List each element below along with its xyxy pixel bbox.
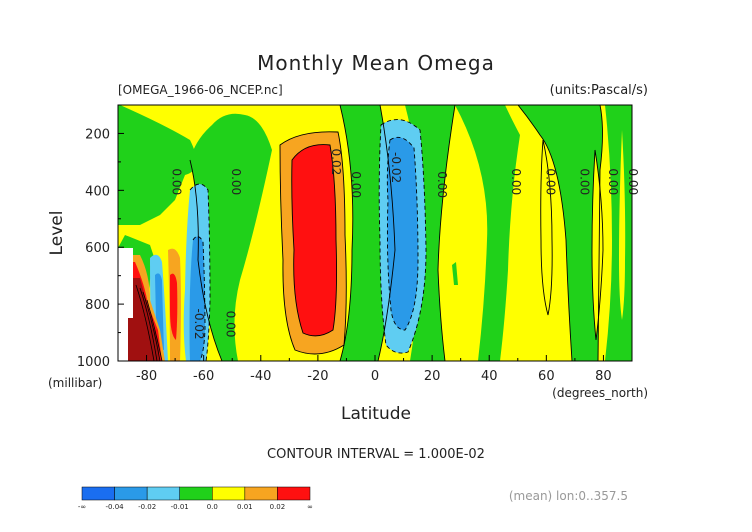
colorbar-label: 0.02 xyxy=(270,503,286,511)
y-tick-label: 800 xyxy=(85,298,110,313)
contour-label: 0.02 xyxy=(329,149,343,176)
x-tick-label: 40 xyxy=(481,369,498,384)
x-tick-label: 80 xyxy=(595,369,612,384)
contour-label: 0.00 xyxy=(509,168,523,195)
x-unit-label: (degrees_north) xyxy=(552,386,648,400)
colorbar-swatch xyxy=(179,486,213,501)
contour-label: 0.00 xyxy=(606,168,620,195)
colorbar-swatch xyxy=(146,486,180,501)
contour-labels: 0.00 0.00 0.00 -0.02 0.02 0.00 -0.02 0.00 0.00 0.… xyxy=(169,149,640,340)
x-tick-label: -60 xyxy=(193,369,214,384)
x-tick-label: 0 xyxy=(371,369,379,384)
contour-interval-text: CONTOUR INTERVAL = 1.000E-02 xyxy=(267,447,485,462)
y-axis: 200 400 600 800 1000 xyxy=(77,104,124,370)
contour-label: 0.00 xyxy=(349,171,363,198)
y-axis-label: Level xyxy=(47,211,67,256)
footer-text: (mean) lon:0..357.5 xyxy=(509,489,628,503)
contour-label: 0.00 xyxy=(224,311,238,338)
colorbar-label: -0.01 xyxy=(171,503,189,511)
contour-label: -0.02 xyxy=(389,152,403,183)
contour-label: 0.00 xyxy=(435,171,449,198)
colorbar-swatch xyxy=(212,486,246,501)
x-tick-label: -80 xyxy=(136,369,157,384)
colorbar-swatch xyxy=(244,486,278,501)
plot-field xyxy=(118,105,632,361)
contour-label: 0.00 xyxy=(543,168,557,195)
colorbar-label: ∞ xyxy=(307,503,313,511)
file-label: [OMEGA_1966-06_NCEP.nc] xyxy=(118,83,283,97)
colorbar-swatch xyxy=(277,486,311,501)
y-tick-label: 400 xyxy=(85,184,110,199)
contour-label: 0.00 xyxy=(626,168,640,195)
x-axis: -80 -60 -40 -20 0 20 40 60 80 xyxy=(117,355,633,384)
units-label: (units:Pascal/s) xyxy=(550,83,648,98)
y-tick-label: 600 xyxy=(85,241,110,256)
contour-label: -0.02 xyxy=(192,308,206,339)
colorbar-label: -∞ xyxy=(78,503,86,511)
colorbar-label: -0.02 xyxy=(138,503,156,511)
contour-label: 0.00 xyxy=(169,168,183,195)
colorbar-label: 0.01 xyxy=(237,503,253,511)
colorbar-legend: -∞ -0.04 -0.02 -0.01 0.0 0.01 0.02 ∞ xyxy=(78,486,313,511)
contour-label: 0.00 xyxy=(229,168,243,195)
chart-title: Monthly Mean Omega xyxy=(257,51,495,75)
colorbar-swatch xyxy=(81,486,115,501)
colorbar-label: -0.04 xyxy=(106,503,125,511)
x-tick-label: -20 xyxy=(307,369,328,384)
x-tick-label: 60 xyxy=(538,369,555,384)
x-axis-label: Latitude xyxy=(341,404,411,424)
y-unit-label: (millibar) xyxy=(48,376,102,390)
colorbar-swatch xyxy=(114,486,148,501)
contour-label: 0.00 xyxy=(578,168,592,195)
colorbar-label: 0.0 xyxy=(207,503,218,511)
x-tick-label: 20 xyxy=(424,369,441,384)
y-tick-label: 200 xyxy=(85,127,110,142)
y-tick-label: 1000 xyxy=(77,355,110,370)
x-tick-label: -40 xyxy=(250,369,271,384)
